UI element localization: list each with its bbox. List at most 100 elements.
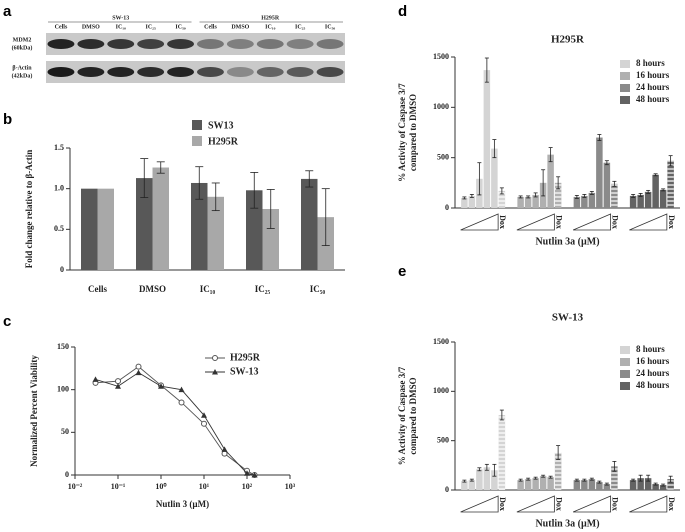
y-tick-label: 0 <box>445 485 449 494</box>
bar-hatch <box>554 182 562 208</box>
point <box>135 363 142 370</box>
bar <box>588 479 596 490</box>
legend-label: 48 hours <box>636 94 670 104</box>
bar <box>547 154 554 208</box>
y-tick-label: 0.5 <box>54 224 64 233</box>
bar <box>573 480 581 490</box>
blot-band <box>137 39 165 49</box>
x-tick-label: Dox <box>498 215 507 229</box>
lane-label: DMSO <box>82 24 100 30</box>
point <box>221 450 228 457</box>
concentration-wedge <box>629 213 668 231</box>
row-label: (42kDa) <box>12 72 33 79</box>
bar <box>652 484 659 490</box>
bar <box>532 194 539 208</box>
y-tick-label: 1500 <box>433 337 449 346</box>
point <box>115 383 121 389</box>
blot-band <box>256 67 284 77</box>
panel-letter: b <box>3 111 12 128</box>
point <box>244 470 250 476</box>
bar <box>246 190 263 270</box>
y-tick-label: 0 <box>60 265 64 274</box>
point <box>212 355 218 361</box>
legend-label: 8 hours <box>636 58 665 68</box>
x-tick-label: IC₅₀ <box>310 284 326 294</box>
concentration-wedge <box>460 213 499 231</box>
chart-title: SW-13 <box>552 312 584 324</box>
legend-label: SW13 <box>208 120 234 131</box>
y-axis-label: compared to DMSO <box>408 377 418 454</box>
blot-band <box>47 39 75 49</box>
lane-label: IC₂₅ <box>295 24 305 30</box>
bar <box>644 191 652 208</box>
y-tick-label: 1000 <box>433 102 449 111</box>
bar <box>461 197 468 208</box>
row-label: (60kDa) <box>12 44 33 51</box>
bar <box>483 70 491 208</box>
bar-hatch <box>611 466 618 490</box>
blot-group: H295R <box>261 15 280 21</box>
bar <box>491 470 498 490</box>
blot-band <box>256 39 284 49</box>
x-tick-label: 10² <box>242 482 253 491</box>
legend-swatch <box>620 382 630 390</box>
bar <box>629 195 637 208</box>
point <box>115 378 121 385</box>
x-axis-label: Nutlin 3a (µM) <box>535 236 599 247</box>
legend-label: 48 hours <box>636 380 670 390</box>
legend-swatch <box>620 72 630 80</box>
blot-band <box>47 67 75 77</box>
legend-swatch <box>620 60 630 68</box>
bar <box>652 174 659 208</box>
x-tick-label: IC₁₀ <box>200 284 216 294</box>
bar <box>603 162 611 208</box>
blot-band <box>77 39 105 49</box>
y-axis-label: Normalized Percent Viability <box>29 355 39 467</box>
x-axis-label: Nutlin 3 (µM) <box>156 499 209 509</box>
bar <box>517 196 524 208</box>
bar <box>644 478 652 490</box>
concentration-wedge <box>460 495 499 513</box>
blot-group: SW-13 <box>112 15 129 21</box>
y-tick-label: 1.5 <box>54 143 64 152</box>
y-tick-label: 50 <box>61 427 69 436</box>
point <box>158 383 164 389</box>
y-tick-label: 1.0 <box>54 183 64 192</box>
blot-band <box>77 67 105 77</box>
blot-band <box>226 67 254 77</box>
x-tick-label: 10⁻² <box>68 482 83 491</box>
point <box>212 369 218 375</box>
panel-letter: a <box>3 3 12 20</box>
blot-band <box>316 39 344 49</box>
bar <box>637 478 644 490</box>
lane-label: DMSO <box>231 24 249 30</box>
blot-strip <box>46 33 345 55</box>
bar <box>301 178 318 270</box>
bar <box>191 182 208 270</box>
legend-label: H295R <box>208 136 239 147</box>
legend-swatch <box>192 120 202 130</box>
y-tick-label: 0 <box>65 470 69 479</box>
bar <box>468 195 476 208</box>
row-label: β-Actin <box>12 65 32 71</box>
blot-band <box>107 67 135 77</box>
y-tick-label: 100 <box>57 384 69 393</box>
x-tick-label: Dox <box>667 215 676 229</box>
point <box>251 472 258 478</box>
blot-band <box>167 39 195 49</box>
y-tick-label: 150 <box>57 342 69 351</box>
x-tick-label: 10³ <box>285 482 296 491</box>
bar <box>659 189 667 208</box>
bar-hatch <box>611 183 618 208</box>
lane-label: IC₅₀ <box>325 24 335 30</box>
x-tick-label: Dox <box>554 497 563 511</box>
bar <box>659 485 667 490</box>
blot-band <box>286 39 314 49</box>
x-axis-label: Nutlin 3a (µM) <box>535 518 599 529</box>
x-tick-label: Cells <box>88 284 107 294</box>
concentration-wedge <box>629 495 668 513</box>
bar <box>524 196 532 208</box>
point <box>201 412 207 418</box>
x-tick-label: 10⁻¹ <box>111 482 126 491</box>
bar <box>262 209 279 270</box>
